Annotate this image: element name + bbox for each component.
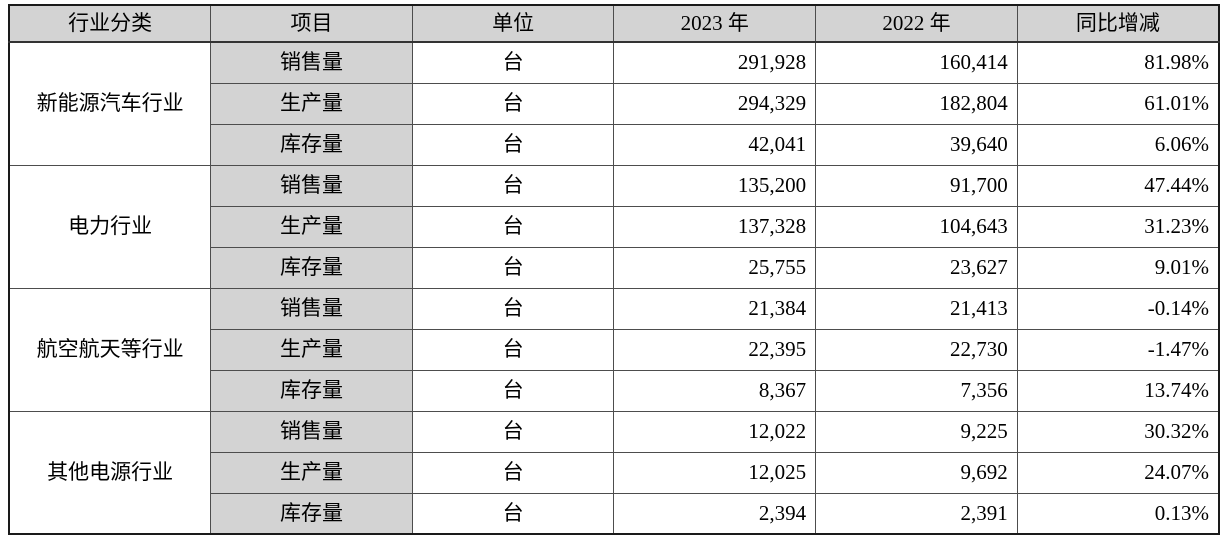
industry-cell: 新能源汽车行业 — [8, 41, 212, 166]
yoy-cell: 24.07% — [1016, 451, 1220, 494]
value-2023-cell: 42,041 — [613, 123, 817, 166]
item-cell: 库存量 — [210, 492, 413, 535]
unit-cell: 台 — [411, 205, 615, 248]
item-cell: 生产量 — [210, 328, 413, 371]
table-row: 库存量 台 2,394 2,391 0.13% — [9, 492, 1220, 535]
table-row: 其他电源行业 销售量 台 12,022 9,225 30.32% — [8, 410, 1220, 535]
value-2022-cell: 2,391 — [815, 492, 1018, 535]
value-2022-cell: 21,413 — [815, 287, 1018, 330]
value-2022-cell: 91,700 — [815, 164, 1018, 207]
value-2023-cell: 12,025 — [613, 451, 817, 494]
yoy-cell: 47.44% — [1016, 164, 1220, 207]
header-item: 项目 — [210, 4, 413, 43]
unit-cell: 台 — [411, 287, 615, 330]
table-row: 库存量 台 25,755 23,627 9.01% — [9, 246, 1220, 289]
industry-cell: 航空航天等行业 — [8, 287, 212, 412]
yoy-cell: 0.13% — [1016, 492, 1220, 535]
yoy-cell: 13.74% — [1016, 369, 1220, 412]
yoy-cell: 30.32% — [1016, 410, 1220, 453]
unit-cell: 台 — [411, 492, 615, 535]
industry-cell: 其他电源行业 — [8, 410, 212, 535]
item-cell: 生产量 — [210, 205, 413, 248]
table-row: 电力行业 销售量 台 135,200 91,700 47.44% — [8, 164, 1220, 289]
yoy-cell: 61.01% — [1016, 82, 1220, 125]
value-2022-cell: 104,643 — [815, 205, 1018, 248]
value-2022-cell: 7,356 — [815, 369, 1018, 412]
value-2023-cell: 25,755 — [613, 246, 817, 289]
table-row: 生产量 台 294,329 182,804 61.01% — [9, 82, 1220, 125]
table-row: 航空航天等行业 销售量 台 21,384 21,413 -0.14% — [8, 287, 1220, 412]
table-row: 库存量 台 42,041 39,640 6.06% — [9, 123, 1220, 166]
item-cell: 生产量 — [210, 451, 413, 494]
unit-cell: 台 — [411, 328, 615, 371]
yoy-cell: 81.98% — [1016, 41, 1220, 84]
unit-cell: 台 — [411, 82, 615, 125]
value-2022-cell: 160,414 — [815, 41, 1018, 84]
value-2022-cell: 39,640 — [815, 123, 1018, 166]
value-2022-cell: 9,225 — [815, 410, 1018, 453]
industry-cell: 电力行业 — [8, 164, 212, 289]
value-2023-cell: 22,395 — [613, 328, 817, 371]
table-row: 库存量 台 8,367 7,356 13.74% — [9, 369, 1220, 412]
unit-cell: 台 — [411, 123, 615, 166]
header-yoy: 同比增减 — [1016, 4, 1220, 43]
yoy-cell: -0.14% — [1016, 287, 1220, 330]
item-cell: 销售量 — [210, 410, 413, 453]
table-row: 生产量 台 137,328 104,643 31.23% — [9, 205, 1220, 248]
table-row: 新能源汽车行业 销售量 台 291,928 160,414 81.98% — [8, 41, 1220, 166]
yoy-cell: 9.01% — [1016, 246, 1220, 289]
item-cell: 库存量 — [210, 123, 413, 166]
item-cell: 库存量 — [210, 369, 413, 412]
value-2023-cell: 8,367 — [613, 369, 817, 412]
unit-cell: 台 — [411, 246, 615, 289]
value-2022-cell: 23,627 — [815, 246, 1018, 289]
yoy-cell: 31.23% — [1016, 205, 1220, 248]
value-2023-cell: 294,329 — [613, 82, 817, 125]
value-2023-cell: 12,022 — [613, 410, 817, 453]
yoy-cell: 6.06% — [1016, 123, 1220, 166]
header-row: 行业分类 项目 单位 2023 年 2022 年 同比增减 — [8, 4, 1220, 43]
header-industry: 行业分类 — [8, 4, 212, 43]
value-2023-cell: 2,394 — [613, 492, 817, 535]
yoy-cell: -1.47% — [1016, 328, 1220, 371]
header-2022: 2022 年 — [815, 4, 1018, 43]
value-2022-cell: 22,730 — [815, 328, 1018, 371]
value-2022-cell: 182,804 — [815, 82, 1018, 125]
value-2023-cell: 135,200 — [613, 164, 817, 207]
table-row: 生产量 台 12,025 9,692 24.07% — [9, 451, 1220, 494]
value-2023-cell: 21,384 — [613, 287, 817, 330]
value-2023-cell: 291,928 — [613, 41, 817, 84]
header-unit: 单位 — [411, 4, 615, 43]
table-row: 生产量 台 22,395 22,730 -1.47% — [9, 328, 1220, 371]
item-cell: 销售量 — [210, 164, 413, 207]
value-2023-cell: 137,328 — [613, 205, 817, 248]
header-2023: 2023 年 — [613, 4, 817, 43]
item-cell: 销售量 — [210, 41, 413, 84]
industry-production-table: 行业分类 项目 单位 2023 年 2022 年 同比增减 新能源汽车行业 销售… — [8, 4, 1220, 535]
value-2022-cell: 9,692 — [815, 451, 1018, 494]
unit-cell: 台 — [411, 410, 615, 453]
unit-cell: 台 — [411, 164, 615, 207]
unit-cell: 台 — [411, 369, 615, 412]
item-cell: 生产量 — [210, 82, 413, 125]
item-cell: 库存量 — [210, 246, 413, 289]
item-cell: 销售量 — [210, 287, 413, 330]
unit-cell: 台 — [411, 451, 615, 494]
unit-cell: 台 — [411, 41, 615, 84]
